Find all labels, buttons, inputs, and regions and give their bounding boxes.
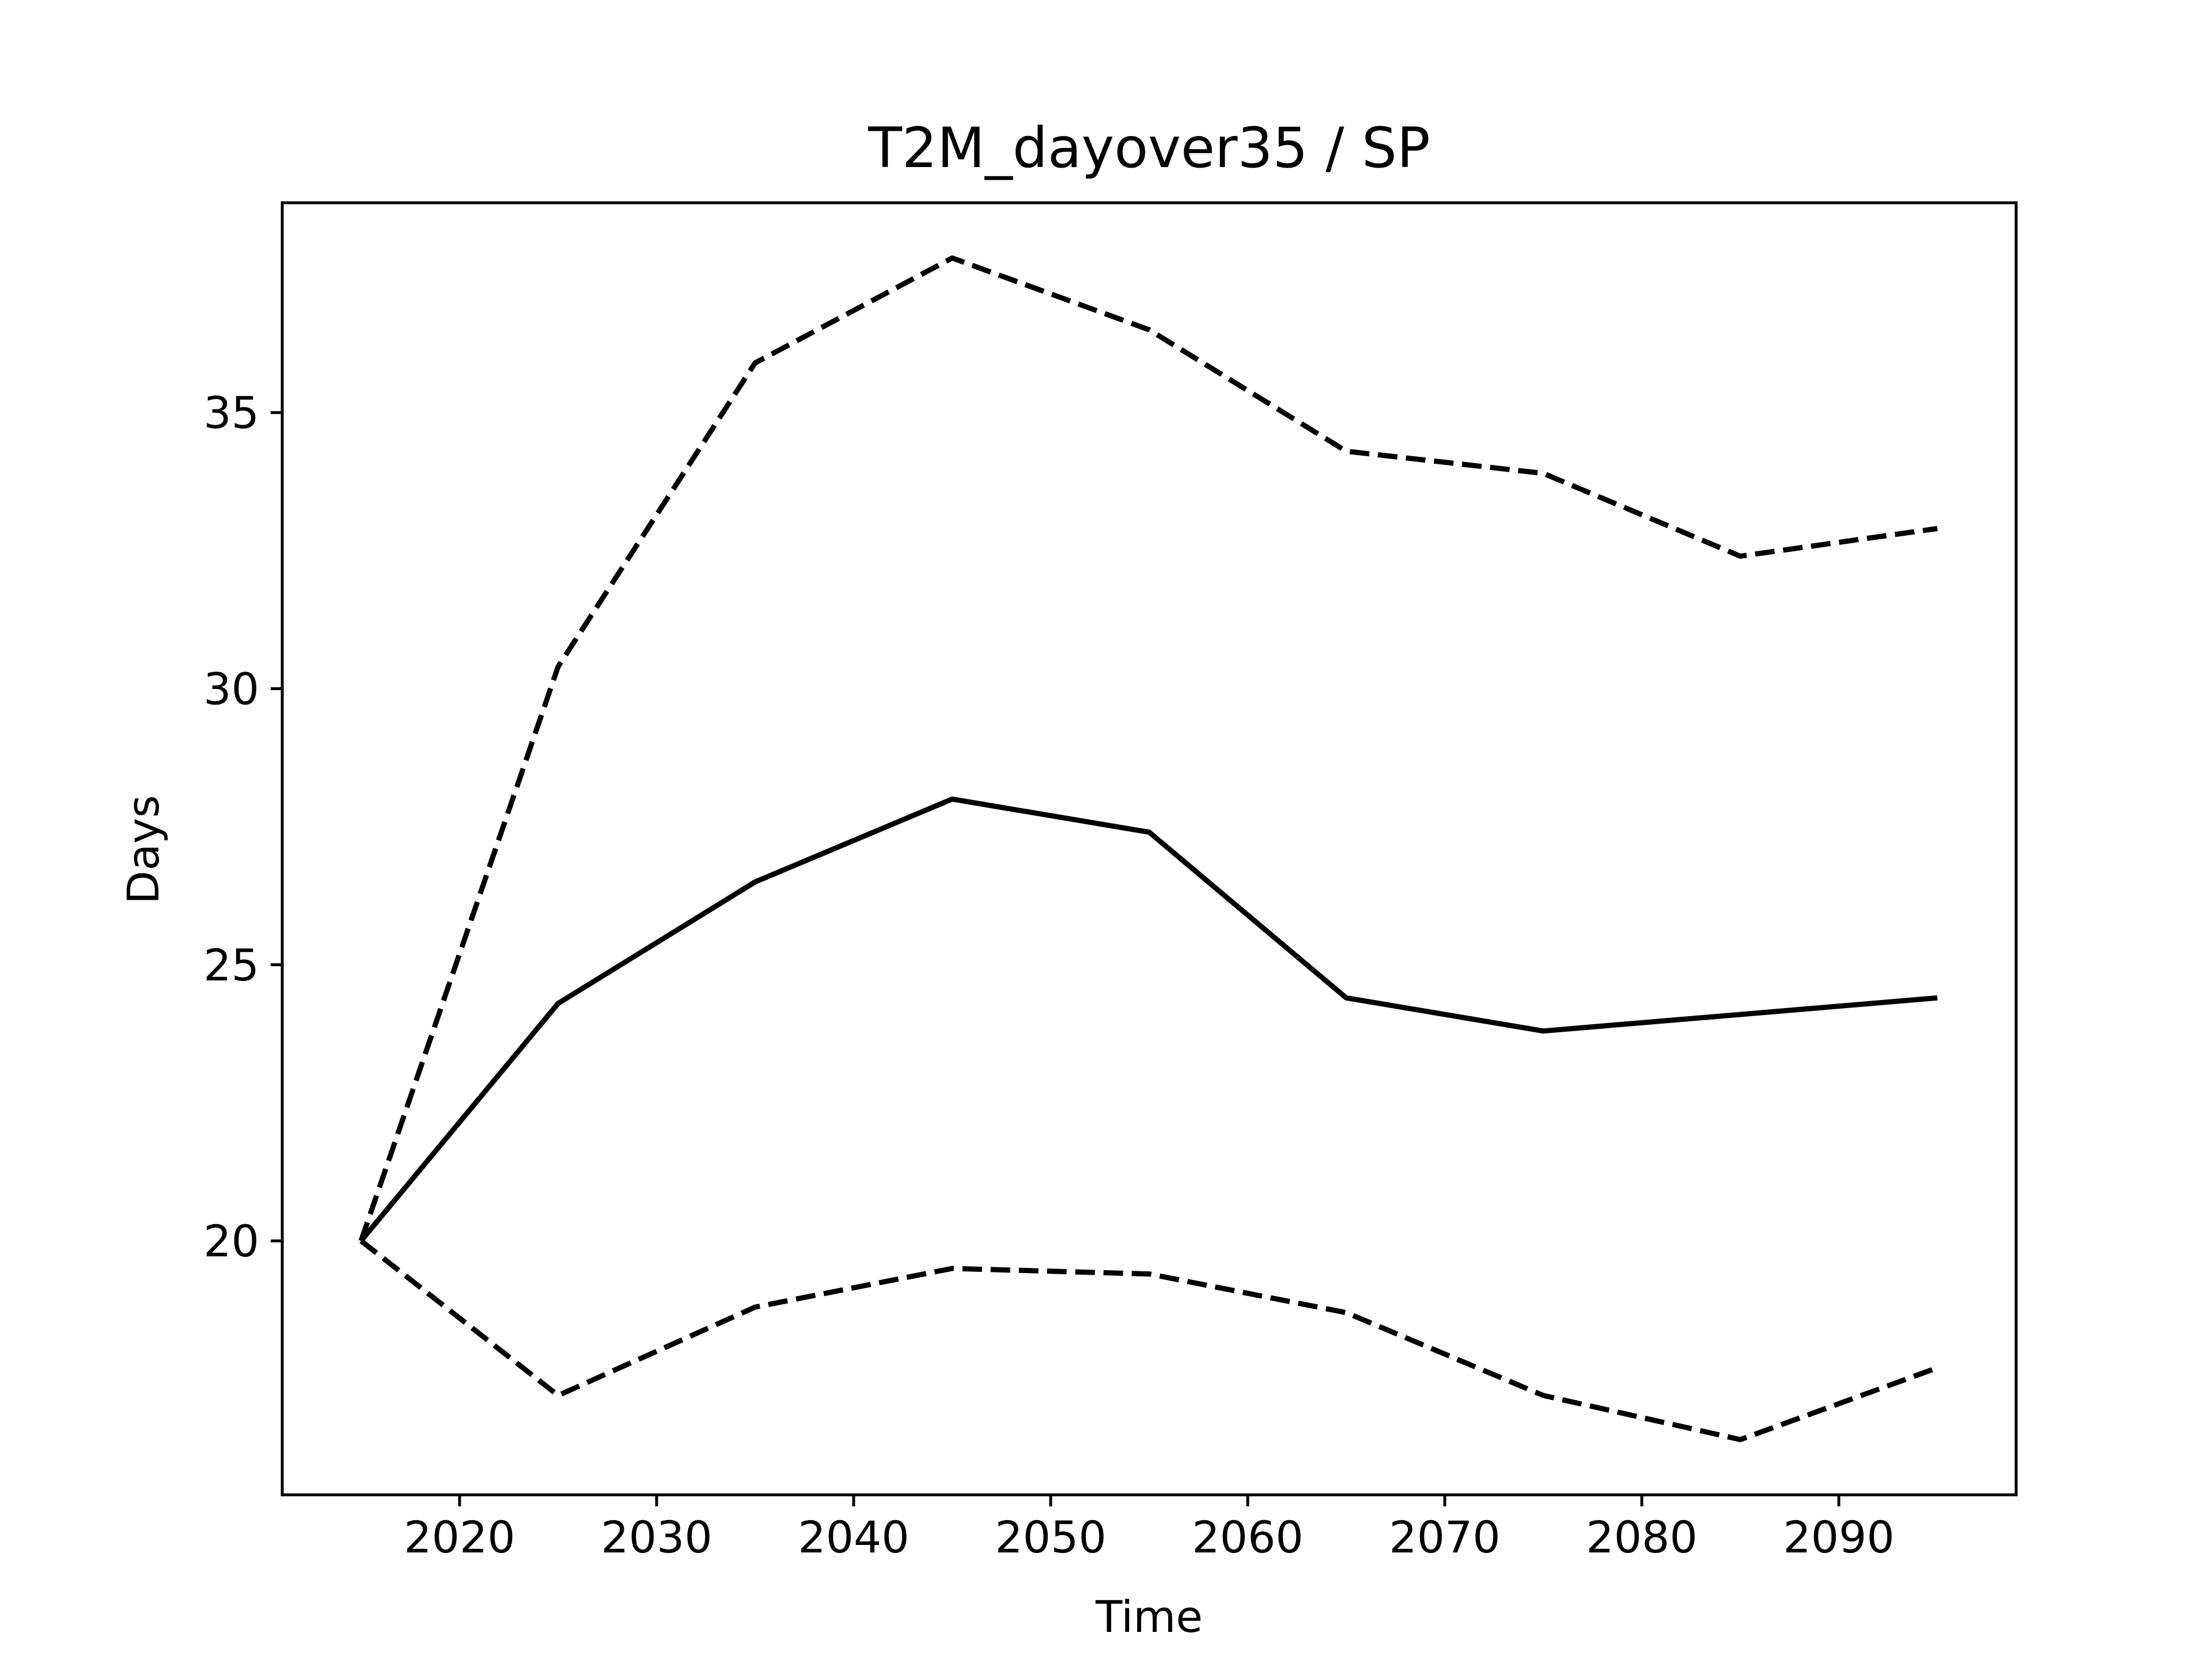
y-axis-ticks: 20 25 30 35 (203, 387, 282, 1267)
plot-frame (281, 201, 2018, 1497)
upper-bound-dashed-line (358, 255, 1938, 1242)
x-tick-label: 2080 (1586, 1512, 1697, 1563)
y-tick-label: 20 (203, 1215, 259, 1267)
x-tick-label: 2060 (1192, 1512, 1303, 1563)
lower-bound-dashed-line (359, 1238, 1938, 1442)
y-tick-label: 25 (203, 940, 259, 991)
x-tick-label: 2020 (404, 1512, 515, 1563)
x-tick-label: 2090 (1783, 1512, 1894, 1563)
x-axis-label: Time (1095, 1591, 1203, 1642)
x-tick-label: 2030 (601, 1512, 712, 1563)
series-layer (358, 255, 1938, 1442)
y-axis-label: Days (118, 795, 169, 904)
y-tick-label: 35 (203, 387, 259, 438)
x-tick-label: 2070 (1389, 1512, 1500, 1563)
mean-solid-line (359, 796, 1938, 1243)
x-tick-label: 2040 (798, 1512, 909, 1563)
y-tick-label: 30 (203, 664, 259, 715)
x-tick-label: 2050 (995, 1512, 1106, 1563)
x-axis-ticks: 2020 2030 2040 2050 2060 2070 2080 2090 (404, 1495, 1895, 1563)
chart-title: T2M_dayover35 / SP (868, 116, 1430, 180)
